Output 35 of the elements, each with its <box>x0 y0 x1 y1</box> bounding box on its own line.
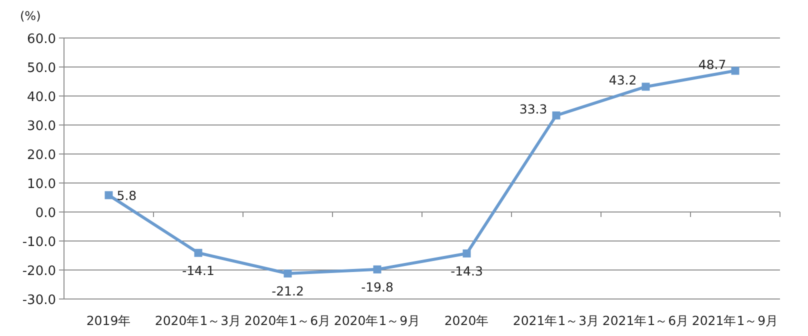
y-tick-label: 50.0 <box>27 61 56 76</box>
y-tick-label: 60.0 <box>27 32 56 47</box>
x-tick-label: 2021年1～9月 <box>692 313 779 328</box>
data-label: 48.7 <box>698 56 726 72</box>
y-tick-label: -30.0 <box>22 293 56 308</box>
point <box>284 269 292 278</box>
point <box>462 249 471 258</box>
x-tick-label: 2020年 <box>444 313 490 328</box>
point <box>642 82 650 91</box>
data-label: 5.8 <box>116 188 137 204</box>
point <box>104 191 113 200</box>
data-label: -14.3 <box>450 263 483 278</box>
y-tick-label: 30.0 <box>27 119 56 134</box>
y-tick-label: 40.0 <box>27 90 56 105</box>
x-tick-label: 2020年1～3月 <box>154 313 242 328</box>
y-tick-label: -10.0 <box>22 235 56 250</box>
point <box>194 248 202 257</box>
x-tick-label: 2020年1～6月 <box>244 313 332 328</box>
point <box>373 265 382 274</box>
x-tick-label: 2021年1～3月 <box>512 313 600 328</box>
data-label: 43.2 <box>608 72 637 88</box>
data-label: 33.3 <box>519 101 548 116</box>
y-tick-label: -20.0 <box>22 264 56 279</box>
y-tick-label: 10.0 <box>27 177 56 192</box>
data-label: -21.2 <box>272 283 304 298</box>
x-tick-label: 2021年1～6月 <box>602 313 690 328</box>
point <box>552 111 560 120</box>
point <box>731 66 740 75</box>
data-label: -14.1 <box>182 262 214 278</box>
y-axis-title: (%) <box>20 9 41 23</box>
data-label: -19.8 <box>361 279 394 294</box>
x-tick-label: 2020年1～9月 <box>334 313 421 328</box>
x-tick-label: 2019年 <box>86 313 132 328</box>
y-tick-label: 0.0 <box>35 206 56 221</box>
y-tick-label: 20.0 <box>27 148 56 163</box>
